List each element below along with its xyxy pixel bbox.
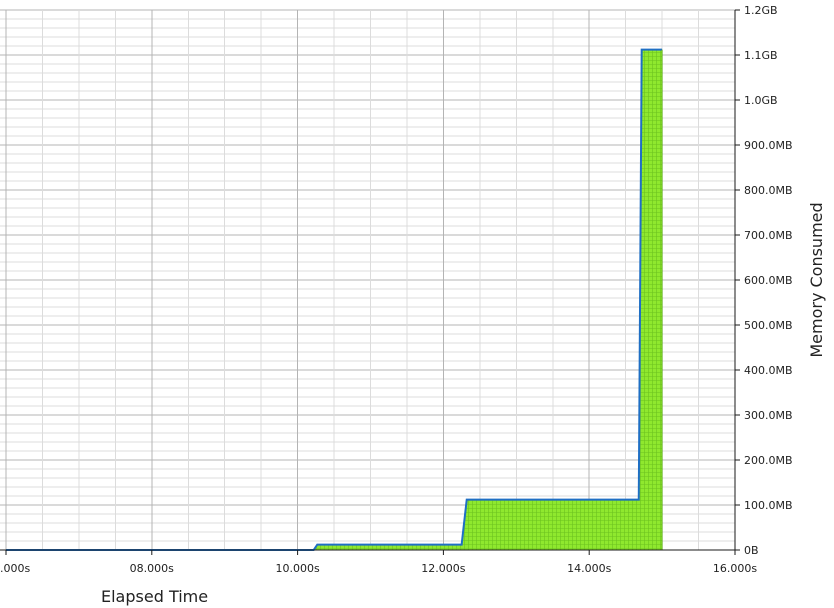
y-tick-label: 800.0MB	[744, 184, 793, 197]
y-tick-label: 1.0GB	[744, 94, 778, 107]
y-tick-label: 200.0MB	[744, 454, 793, 467]
area-series	[6, 48, 663, 551]
grid	[0, 9, 736, 551]
x-tick-label: 14.000s	[567, 562, 611, 575]
y-tick-label: 100.0MB	[744, 499, 793, 512]
y-axis-title: Memory Consumed	[807, 202, 826, 357]
x-tick-label: 10.000s	[275, 562, 319, 575]
x-axis-ticks: .000s 08.000s 10.000s 12.000s 14.000s 16.000s	[0, 550, 757, 575]
x-axis-title: Elapsed Time	[101, 587, 208, 606]
x-tick-label: 12.000s	[421, 562, 465, 575]
x-tick-label: 08.000s	[130, 562, 174, 575]
y-axis-ticks: 0B 100.0MB 200.0MB 300.0MB 400.0MB 500.0MB 600…	[735, 4, 793, 557]
y-tick-label: 500.0MB	[744, 319, 793, 332]
y-tick-label: 900.0MB	[744, 139, 793, 152]
y-tick-label: 400.0MB	[744, 364, 793, 377]
x-tick-label: .000s	[0, 562, 30, 575]
y-tick-label: 1.1GB	[744, 49, 778, 62]
y-tick-label: 600.0MB	[744, 274, 793, 287]
y-tick-label: 0B	[744, 544, 759, 557]
memory-line	[6, 48, 663, 551]
y-tick-label: 300.0MB	[744, 409, 793, 422]
x-tick-label: 16.000s	[713, 562, 757, 575]
y-tick-label: 1.2GB	[744, 4, 778, 17]
y-tick-label: 700.0MB	[744, 229, 793, 242]
